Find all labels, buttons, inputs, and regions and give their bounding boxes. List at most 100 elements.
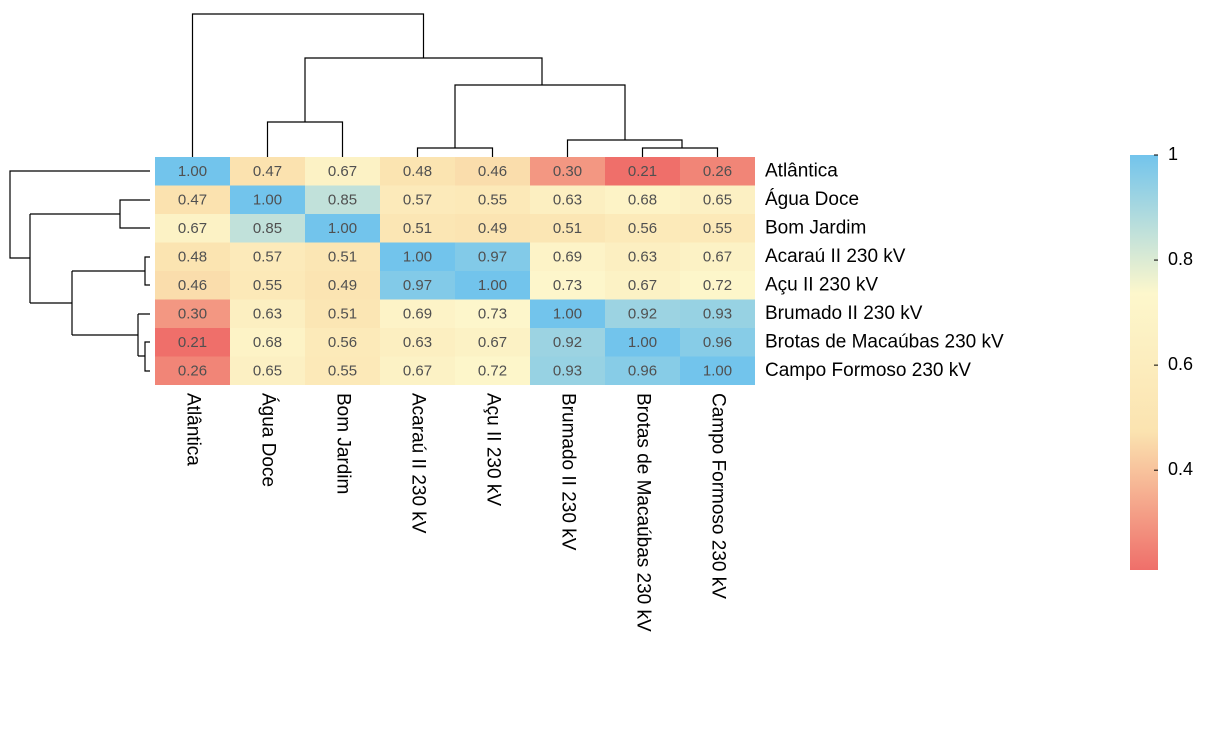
- cell: [380, 328, 455, 357]
- cell-label: 0.69: [553, 249, 582, 266]
- cell: [155, 185, 230, 214]
- cell: [455, 185, 530, 214]
- cell-label: 0.93: [703, 306, 732, 323]
- cell-label: 0.85: [328, 192, 357, 209]
- cell-label: 0.65: [703, 192, 732, 209]
- cell-label: 0.48: [178, 249, 207, 266]
- cell-label: 0.55: [478, 192, 507, 209]
- cell-label: 1.00: [478, 277, 507, 294]
- cell-label: 1.00: [403, 249, 432, 266]
- cell: [305, 185, 380, 214]
- cell-label: 0.93: [553, 363, 582, 380]
- cell: [305, 214, 380, 243]
- cell-label: 0.73: [478, 306, 507, 323]
- cell: [455, 242, 530, 271]
- cell-label: 0.49: [328, 277, 357, 294]
- cell: [155, 214, 230, 243]
- cell: [305, 157, 380, 186]
- cell-label: 0.63: [628, 249, 657, 266]
- cell-label: 0.55: [703, 220, 732, 237]
- row-dendrogram: [9, 170, 150, 372]
- cell: [455, 299, 530, 328]
- column-label: Açu II 230 kV: [482, 393, 503, 506]
- cell: [680, 299, 755, 328]
- column-dendrogram: [191, 13, 719, 157]
- cell-label: 0.63: [253, 306, 282, 323]
- colorbar-tick-label: 0.4: [1168, 459, 1193, 479]
- cell-label: 0.92: [628, 306, 657, 323]
- cell: [680, 214, 755, 243]
- cell-label: 0.46: [178, 277, 207, 294]
- cell-label: 1.00: [253, 192, 282, 209]
- cell: [680, 271, 755, 300]
- cell: [155, 242, 230, 271]
- cell-label: 1.00: [628, 334, 657, 351]
- cell-label: 0.47: [253, 163, 282, 180]
- cell-label: 0.63: [553, 192, 582, 209]
- column-label: Brumado II 230 kV: [557, 393, 578, 551]
- cell-label: 0.51: [553, 220, 582, 237]
- cell: [455, 356, 530, 385]
- cell-label: 0.72: [703, 277, 732, 294]
- cell: [155, 157, 230, 186]
- cell-label: 0.68: [253, 334, 282, 351]
- row-label: Atlântica: [765, 160, 838, 181]
- cell-label: 0.51: [328, 306, 357, 323]
- cell: [230, 328, 305, 357]
- cell: [305, 271, 380, 300]
- column-label: Água Doce: [257, 393, 278, 487]
- cell: [380, 214, 455, 243]
- colorbar: [1130, 155, 1158, 570]
- column-label: Campo Formoso 230 kV: [707, 393, 728, 599]
- cell: [605, 242, 680, 271]
- cell-label: 0.55: [328, 363, 357, 380]
- cell: [305, 242, 380, 271]
- cell: [305, 299, 380, 328]
- cell: [155, 328, 230, 357]
- cell-label: 0.92: [553, 334, 582, 351]
- cell: [530, 214, 605, 243]
- row-label: Brumado II 230 kV: [765, 303, 923, 324]
- cell: [530, 271, 605, 300]
- cell: [230, 271, 305, 300]
- cell-label: 0.69: [403, 306, 432, 323]
- cell: [455, 271, 530, 300]
- cell-label: 0.51: [328, 249, 357, 266]
- cell: [380, 157, 455, 186]
- cell-label: 0.85: [253, 220, 282, 237]
- cell: [230, 157, 305, 186]
- cell: [680, 185, 755, 214]
- cell: [380, 242, 455, 271]
- cell: [380, 299, 455, 328]
- cell: [305, 328, 380, 357]
- cell-label: 0.47: [178, 192, 207, 209]
- cell-label: 0.26: [703, 163, 732, 180]
- row-label: Bom Jardim: [765, 217, 866, 238]
- cell: [455, 214, 530, 243]
- cell: [230, 214, 305, 243]
- cell: [230, 299, 305, 328]
- cell: [155, 356, 230, 385]
- cell: [680, 157, 755, 186]
- cell-label: 0.96: [703, 334, 732, 351]
- cell: [605, 328, 680, 357]
- row-label: Campo Formoso 230 kV: [765, 360, 971, 381]
- cell-label: 0.96: [628, 363, 657, 380]
- cell: [380, 271, 455, 300]
- cell: [230, 185, 305, 214]
- cell-label: 1.00: [328, 220, 357, 237]
- cell: [605, 185, 680, 214]
- column-label: Acaraú II 230 kV: [407, 393, 428, 534]
- cell: [680, 242, 755, 271]
- cell: [530, 157, 605, 186]
- row-label: Água Doce: [765, 189, 859, 210]
- cell-label: 0.67: [703, 249, 732, 266]
- cell-label: 0.67: [628, 277, 657, 294]
- row-label: Brotas de Macaúbas 230 kV: [765, 331, 1004, 352]
- cell: [530, 185, 605, 214]
- cell-label: 0.67: [178, 220, 207, 237]
- cell: [605, 271, 680, 300]
- cell-label: 0.26: [178, 363, 207, 380]
- cell: [680, 356, 755, 385]
- cell-label: 0.67: [478, 334, 507, 351]
